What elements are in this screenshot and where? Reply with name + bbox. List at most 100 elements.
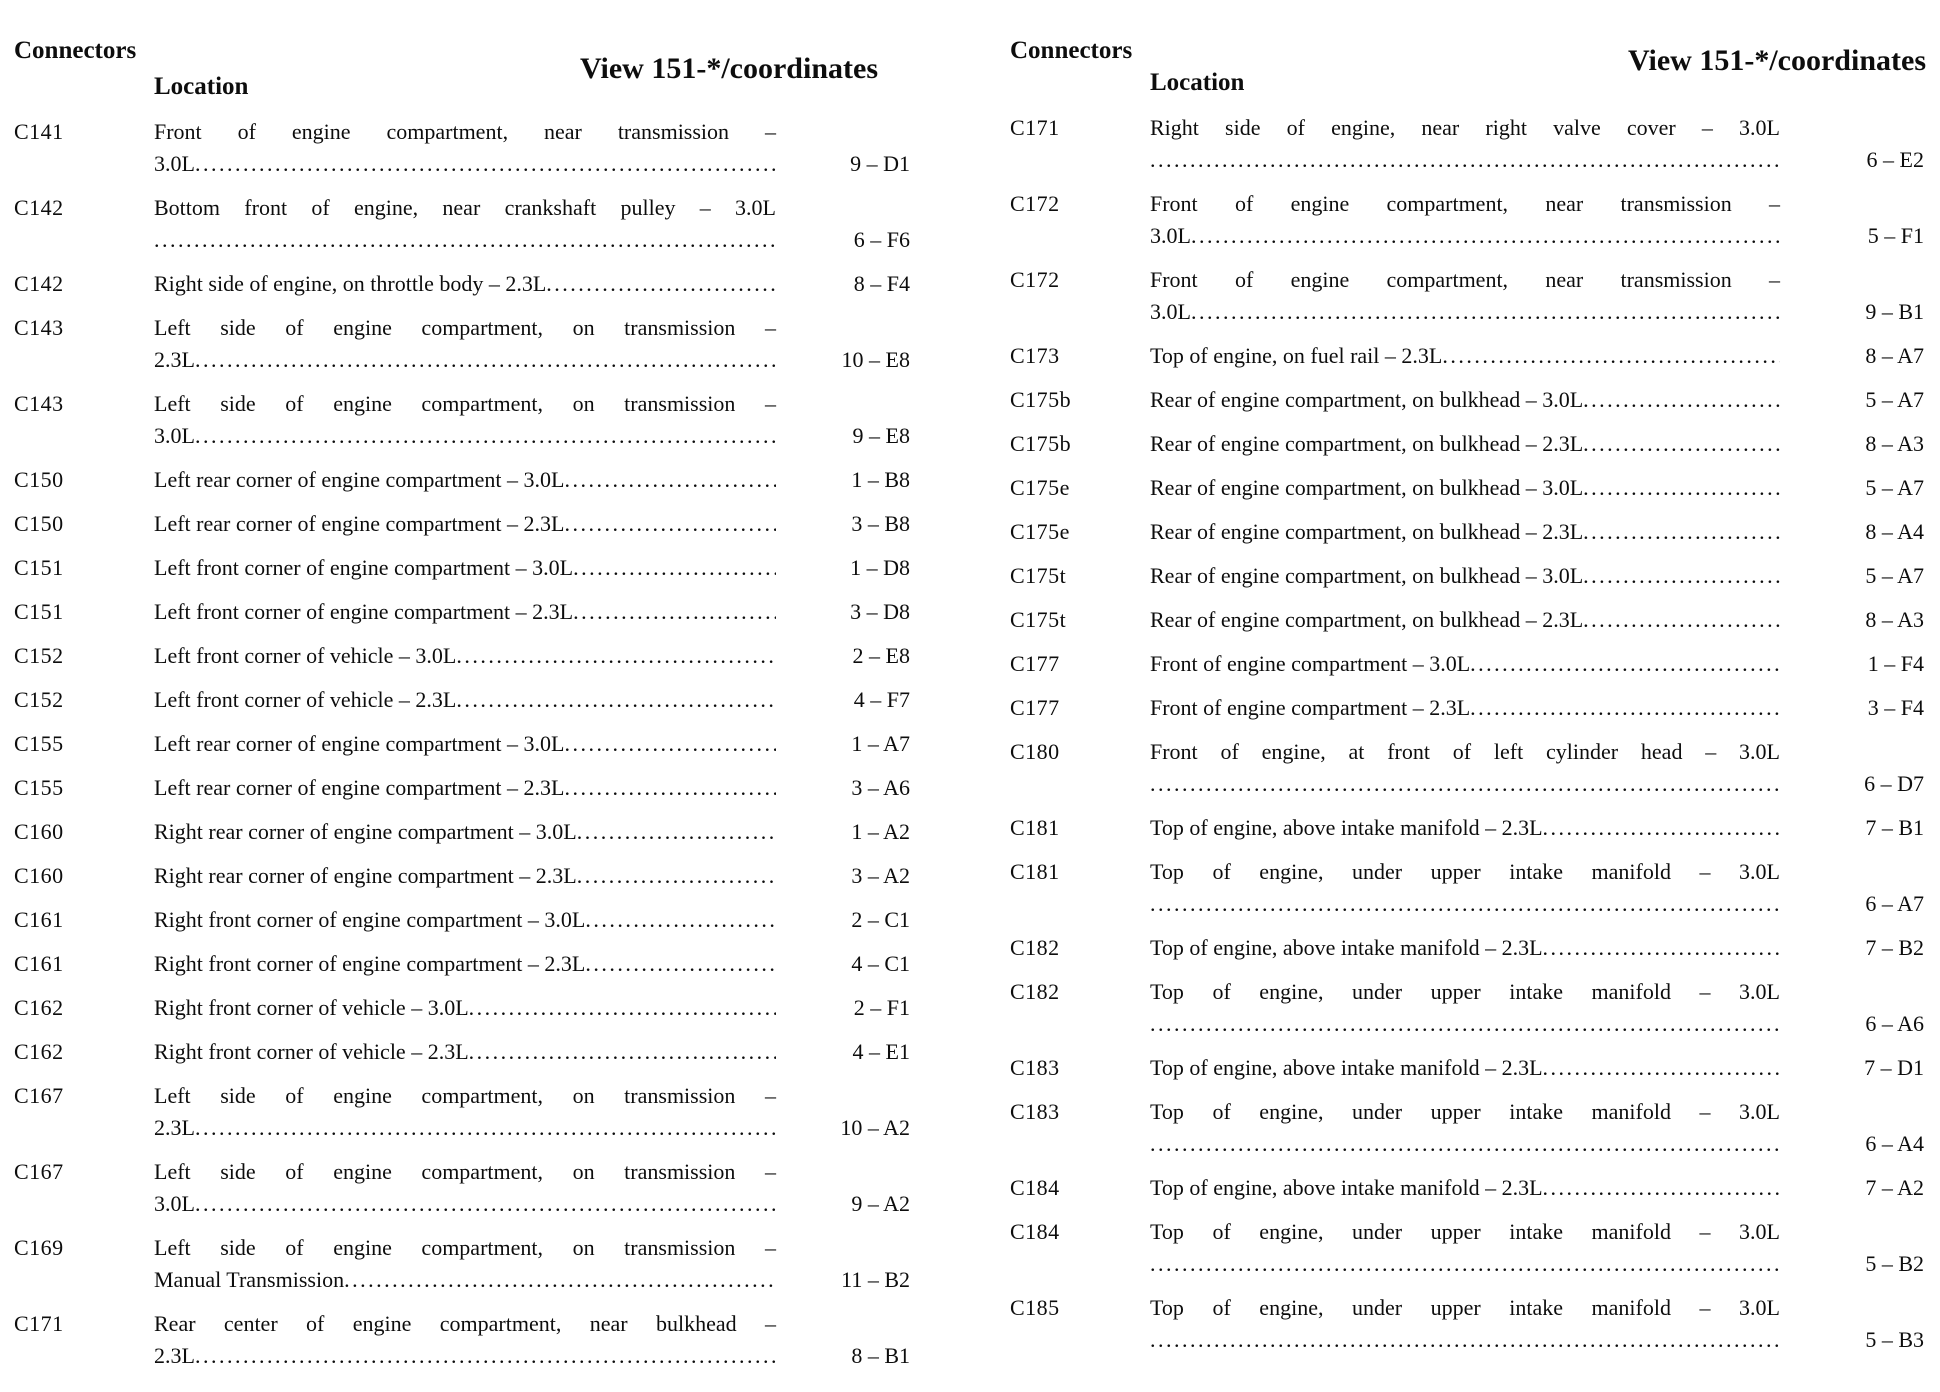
dot-leader (469, 1036, 776, 1068)
table-row: C167 Left side of engine compartment, on… (14, 1156, 926, 1220)
dot-leader (195, 1340, 776, 1372)
connectors-heading: Connectors (1010, 37, 1133, 64)
connector-id: C177 (1010, 695, 1060, 720)
view-coordinate: 3 – D8 (850, 599, 910, 624)
connector-id: C162 (14, 995, 64, 1020)
connector-id: C169 (14, 1235, 64, 1260)
dot-leader (1583, 472, 1780, 504)
connector-id: C184 (1010, 1219, 1060, 1244)
dot-leader (1543, 812, 1780, 844)
connector-location: Top of engine, under upper intake manifo… (1150, 976, 1780, 1040)
table-row: C182 Top of engine, under upper intake m… (1010, 976, 1930, 1040)
dot-leader (573, 596, 776, 628)
location-line: Front of engine compartment, near transm… (154, 119, 776, 144)
location-last-line: Rear of engine compartment, on bulkhead … (1150, 604, 1780, 636)
table-row: C169 Left side of engine compartment, on… (14, 1232, 926, 1296)
location-last-line: Rear of engine compartment, on bulkhead … (1150, 384, 1780, 416)
view-coordinate: 6 – A6 (1865, 1011, 1924, 1036)
dot-leader (564, 772, 776, 804)
dot-leader (1150, 1324, 1780, 1356)
location-line: Front of engine, at front of left cylind… (1150, 739, 1780, 764)
dot-leader (1583, 516, 1780, 548)
location-last-line (154, 224, 776, 256)
location-line: Left side of engine compartment, on tran… (154, 1083, 776, 1108)
connector-location: Top of engine, above intake manifold – 2… (1150, 932, 1780, 964)
connector-id: C185 (1010, 1295, 1060, 1320)
dot-leader (1150, 1248, 1780, 1280)
location-line: Top of engine, under upper intake manifo… (1150, 859, 1780, 884)
location-heading: Location (154, 73, 249, 100)
connector-location: Top of engine, under upper intake manifo… (1150, 1096, 1780, 1160)
dot-leader (469, 992, 776, 1024)
location-line: Top of engine, under upper intake manifo… (1150, 1219, 1780, 1244)
view-coordinate: 1 – A2 (851, 819, 910, 844)
location-text: Rear of engine compartment, on bulkhead … (1150, 607, 1584, 632)
view-coordinate: 6 – A4 (1865, 1131, 1924, 1156)
connector-location: Top of engine, above intake manifold – 2… (1150, 1172, 1780, 1204)
dot-leader (456, 640, 776, 672)
table-row: C160 Right rear corner of engine compart… (14, 816, 926, 848)
connector-id: C160 (14, 819, 64, 844)
location-text: Left rear corner of engine compartment –… (154, 731, 565, 756)
connector-location: Left side of engine compartment, on tran… (154, 1080, 776, 1144)
location-text: 3.0L (1150, 223, 1191, 248)
location-last-line: Right rear corner of engine compartment … (154, 816, 776, 848)
table-row: C182 Top of engine, above intake manifol… (1010, 932, 1930, 964)
dot-leader (1583, 428, 1780, 460)
table-row: C143 Left side of engine compartment, on… (14, 312, 926, 376)
connector-location: Left rear corner of engine compartment –… (154, 772, 776, 804)
dot-leader (577, 860, 776, 892)
location-line: Top of engine, under upper intake manifo… (1150, 1099, 1780, 1124)
location-last-line (1150, 1324, 1780, 1356)
connector-id: C175b (1010, 431, 1072, 456)
location-text: Rear of engine compartment, on bulkhead … (1150, 387, 1584, 412)
table-row: C175b Rear of engine compartment, on bul… (1010, 384, 1930, 416)
table-row: C172 Front of engine compartment, near t… (1010, 188, 1930, 252)
location-last-line: Right rear corner of engine compartment … (154, 860, 776, 892)
table-row: C180 Front of engine, at front of left c… (1010, 736, 1930, 800)
location-text: 2.3L (154, 347, 195, 372)
location-last-line: Top of engine, above intake manifold – 2… (1150, 932, 1780, 964)
location-text: Right rear corner of engine compartment … (154, 863, 577, 888)
location-text: Left rear corner of engine compartment –… (154, 775, 565, 800)
connector-id: C181 (1010, 815, 1060, 840)
connector-id: C183 (1010, 1099, 1060, 1124)
connector-location: Rear of engine compartment, on bulkhead … (1150, 472, 1780, 504)
location-last-line: Top of engine, above intake manifold – 2… (1150, 1052, 1780, 1084)
connector-id: C150 (14, 467, 64, 492)
table-row: C177 Front of engine compartment – 2.3L … (1010, 692, 1930, 724)
location-last-line: Left front corner of vehicle – 2.3L (154, 684, 776, 716)
location-last-line: Right side of engine, on throttle body –… (154, 268, 776, 300)
connector-location: Right rear corner of engine compartment … (154, 860, 776, 892)
connector-id: C184 (1010, 1175, 1060, 1200)
location-last-line: Top of engine, on fuel rail – 2.3L (1150, 340, 1780, 372)
connector-id: C152 (14, 687, 64, 712)
location-line: Bottom front of engine, near crankshaft … (154, 195, 776, 220)
connector-id: C182 (1010, 935, 1060, 960)
location-text: Left front corner of vehicle – 2.3L (154, 687, 457, 712)
location-text: Right front corner of engine compartment… (154, 907, 586, 932)
table-row: C142 Bottom front of engine, near cranks… (14, 192, 926, 256)
location-last-line (1150, 1008, 1780, 1040)
connector-location: Rear of engine compartment, on bulkhead … (1150, 604, 1780, 636)
dot-leader (195, 1188, 776, 1220)
view-coordinate: 5 – A7 (1865, 475, 1924, 500)
location-last-line: Front of engine compartment – 2.3L (1150, 692, 1780, 724)
connector-location: Rear of engine compartment, on bulkhead … (1150, 560, 1780, 592)
view-coordinate: 3 – F4 (1867, 695, 1924, 720)
connector-location: Front of engine compartment, near transm… (154, 116, 776, 180)
dot-leader (585, 948, 776, 980)
dot-leader (1470, 692, 1780, 724)
location-last-line: Manual Transmission (154, 1264, 776, 1296)
location-last-line: 3.0L (1150, 220, 1780, 252)
view-coordinate: 5 – B2 (1865, 1251, 1924, 1276)
connector-location: Left rear corner of engine compartment –… (154, 464, 776, 496)
connector-id: C151 (14, 599, 64, 624)
view-coordinate: 5 – B3 (1865, 1327, 1924, 1352)
connector-id: C175b (1010, 387, 1072, 412)
view-coordinate: 10 – A2 (840, 1115, 910, 1140)
location-last-line: 3.0L (1150, 296, 1780, 328)
connector-location: Left front corner of engine compartment … (154, 596, 776, 628)
view-coordinates-heading: View 151-*/coordinates (1627, 44, 1926, 77)
